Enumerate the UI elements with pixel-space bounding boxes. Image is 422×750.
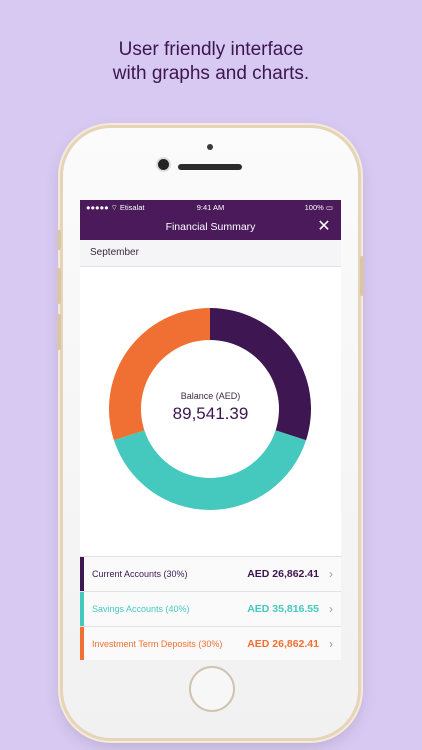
power-button	[360, 256, 364, 296]
close-icon[interactable]: ✕	[317, 218, 331, 235]
account-label: Savings Accounts (40%)	[92, 604, 190, 614]
donut-chart	[108, 308, 311, 510]
account-amount: AED 26,862.41	[247, 568, 319, 580]
headline-line-1: User friendly interface	[118, 39, 304, 60]
chevron-right-icon: ›	[329, 567, 333, 581]
color-bar	[80, 592, 84, 626]
color-bar	[80, 627, 84, 660]
account-label: Current Accounts (30%)	[92, 569, 188, 579]
donut-slice-savings-accounts	[113, 430, 307, 510]
account-row-current[interactable]: Current Accounts (30%) AED 26,862.41 ›	[80, 556, 341, 591]
nav-bar: Financial Summary ✕	[80, 214, 341, 240]
home-button[interactable]	[189, 666, 235, 712]
chevron-right-icon: ›	[329, 637, 333, 651]
headline-line-2: with graphs and charts.	[112, 63, 310, 84]
account-amount: AED 26,862.41	[247, 638, 319, 650]
volume-up-button	[57, 268, 61, 304]
mute-switch	[57, 230, 61, 250]
chevron-right-icon: ›	[329, 602, 333, 616]
page-title: Financial Summary	[165, 221, 256, 233]
carrier-signal: ●●●●● ⌔ Etisalat	[86, 203, 145, 212]
donut-slice-investment-term-deposits	[108, 308, 210, 441]
balance-chart: Balance (AED) 89,541.39	[80, 267, 341, 559]
donut-slice-current-accounts	[210, 308, 311, 441]
account-row-savings[interactable]: Savings Accounts (40%) AED 35,816.55 ›	[80, 591, 341, 626]
earpiece-speaker	[178, 164, 242, 170]
phone-frame: ●●●●● ⌔ Etisalat 9:41 AM 100% ▭ Financia…	[57, 128, 364, 738]
volume-down-button	[57, 314, 61, 350]
app-screen: ●●●●● ⌔ Etisalat 9:41 AM 100% ▭ Financia…	[80, 200, 341, 660]
headline: User friendly interface with graphs and …	[0, 38, 422, 86]
account-row-investment[interactable]: Investment Term Deposits (30%) AED 26,86…	[80, 626, 341, 660]
status-bar: ●●●●● ⌔ Etisalat 9:41 AM 100% ▭	[80, 200, 341, 214]
account-amount: AED 35,816.55	[247, 603, 319, 615]
battery-indicator: 100% ▭	[304, 203, 333, 212]
balance-caption: Balance (AED)	[180, 391, 241, 401]
proximity-sensor	[207, 144, 213, 150]
balance-value: 89,541.39	[172, 404, 249, 423]
month-header: September	[80, 240, 341, 267]
color-bar	[80, 557, 84, 591]
account-label: Investment Term Deposits (30%)	[92, 639, 223, 649]
status-time: 9:41 AM	[196, 203, 225, 212]
front-camera	[158, 159, 169, 170]
accounts-list: Current Accounts (30%) AED 26,862.41 › S…	[80, 556, 341, 660]
